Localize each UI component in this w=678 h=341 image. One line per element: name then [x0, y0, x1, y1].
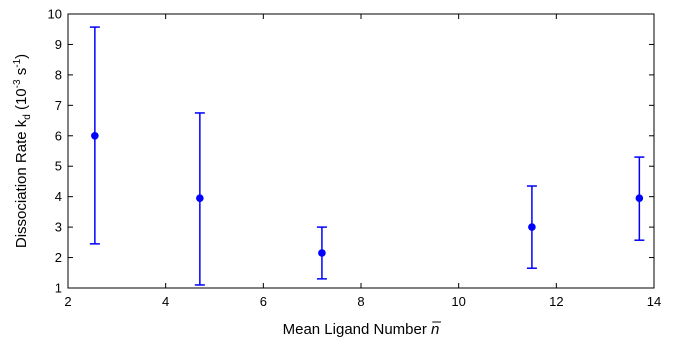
data-point: [318, 249, 326, 257]
y-axis-label-close: ): [13, 54, 30, 59]
y-axis-label-units: (10: [13, 88, 30, 114]
y-axis: 1 2 3 4 5 6 7 8 9 10: [48, 7, 654, 296]
y-tick-label: 4: [55, 189, 62, 204]
y-axis-label-exponent: -3: [12, 79, 23, 88]
y-tick-label: 10: [48, 7, 62, 22]
data-point: [196, 194, 204, 202]
y-axis-label: Dissociation Rate kd (10-3 s-1): [12, 54, 33, 248]
y-tick-label: 3: [55, 220, 62, 235]
x-tick-label: 10: [451, 294, 465, 309]
x-axis: 2 4 6 8 10 12 14: [64, 14, 661, 309]
x-tick-label: 2: [64, 294, 71, 309]
x-axis-label-symbol: n̅: [431, 321, 442, 338]
y-axis-label-subscript: d: [22, 114, 33, 120]
y-axis-label-text: Dissociation Rate k: [13, 119, 30, 248]
y-tick-label: 9: [55, 37, 62, 52]
y-axis-label-exponent-2: -1: [12, 58, 23, 67]
x-tick-label: 6: [260, 294, 267, 309]
x-axis-label-text: Mean Ligand Number: [283, 321, 427, 338]
data-points: [91, 131, 644, 257]
x-tick-label: 4: [162, 294, 169, 309]
plot-area: [67, 13, 655, 289]
y-axis-label-units-tail: s: [13, 68, 30, 80]
y-tick-label: 6: [55, 128, 62, 143]
y-tick-label: 8: [55, 67, 62, 82]
x-tick-label: 8: [357, 294, 364, 309]
y-tick-label: 7: [55, 98, 62, 113]
data-point: [91, 131, 99, 140]
x-tick-label: 12: [549, 294, 563, 309]
y-tick-label: 2: [55, 250, 62, 265]
x-axis-label: Mean Ligand Number n̅: [283, 321, 442, 338]
y-tick-label: 5: [55, 159, 62, 174]
x-tick-label: 14: [647, 294, 661, 309]
data-point: [528, 223, 536, 231]
y-tick-label: 1: [55, 281, 62, 296]
data-point: [635, 194, 644, 202]
